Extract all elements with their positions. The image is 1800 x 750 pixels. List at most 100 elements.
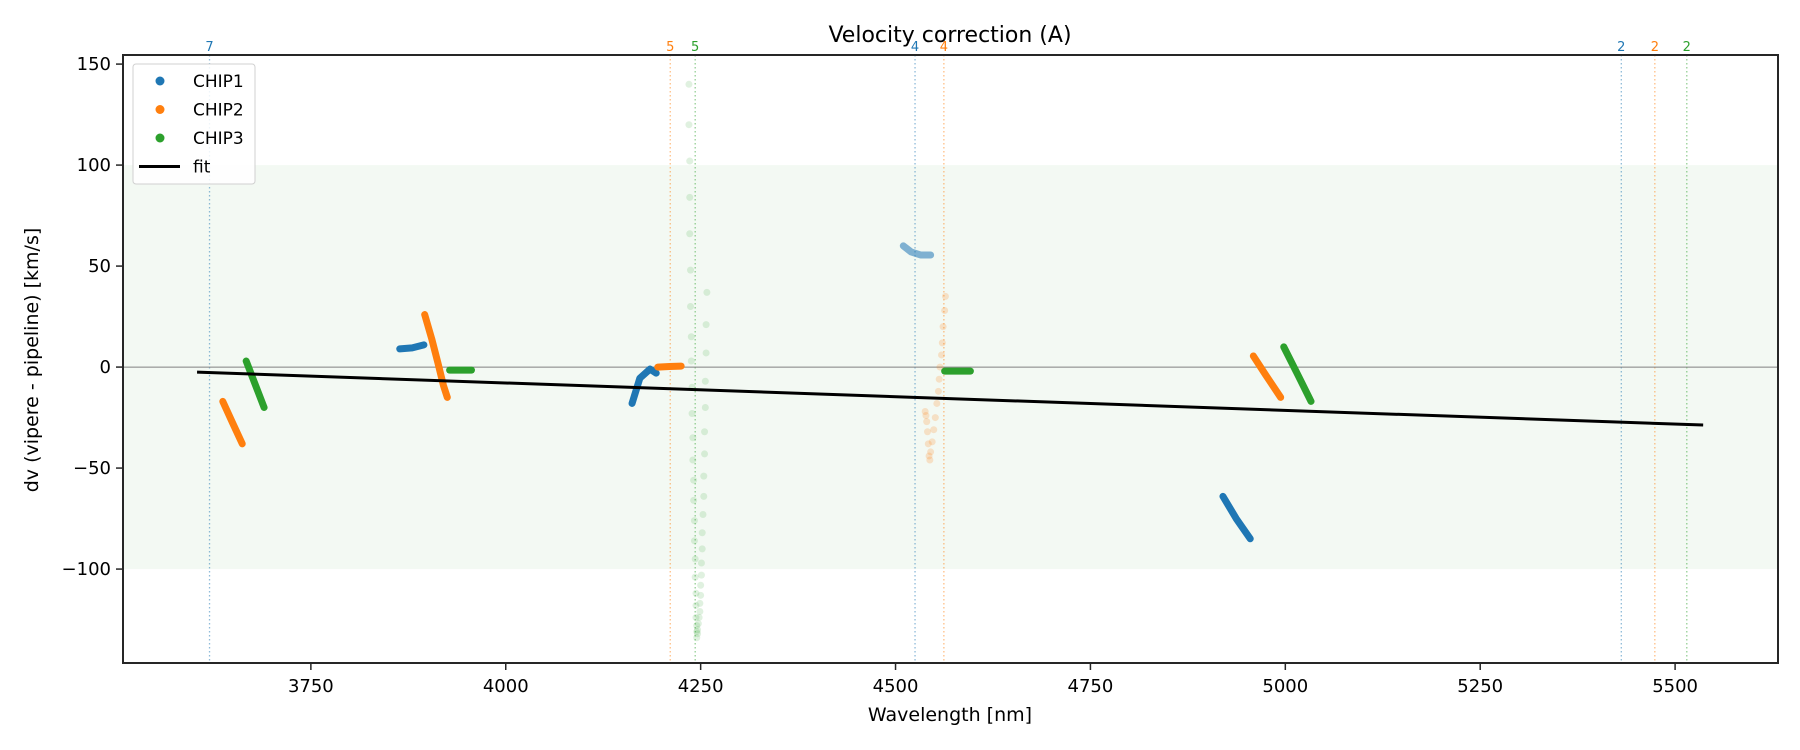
data-point-chip3 (693, 634, 701, 642)
data-point-chip3 (687, 333, 695, 341)
data-point-chip3 (686, 193, 694, 201)
data-point-chip2 (924, 428, 932, 436)
data-point-chip2 (928, 438, 936, 446)
x-tick-label: 5500 (1652, 676, 1698, 697)
data-segment-chip1 (899, 242, 935, 259)
data-point-chip3 (687, 302, 695, 310)
data-points (219, 80, 1315, 642)
legend-marker-chip3 (155, 133, 165, 143)
y-axis-label: dv (vipere - pipeline) [km/s] (21, 228, 43, 493)
x-tick-label: 4000 (483, 676, 529, 697)
data-point-chip3 (690, 476, 698, 484)
legend-label: CHIP1 (193, 72, 244, 92)
data-point-chip3 (689, 456, 697, 464)
x-axis-label: Wavelength [nm] (868, 704, 1032, 726)
x-tick-label: 4500 (873, 676, 919, 697)
data-point-chip3 (687, 357, 695, 365)
data-point-chip3 (697, 591, 705, 599)
x-tick-label: 5250 (1457, 676, 1503, 697)
y-tick-label: 150 (77, 54, 111, 75)
data-point-chip3 (691, 573, 699, 581)
data-point-chip3 (702, 321, 710, 329)
order-label: 5 (666, 40, 674, 55)
data-point-chip2 (923, 418, 931, 426)
data-point-chip3 (693, 622, 701, 630)
data-segment-chip1 (628, 365, 660, 407)
data-point-chip2 (941, 307, 949, 315)
data-point-chip3 (694, 626, 702, 634)
data-point-chip3 (691, 555, 699, 563)
data-point-chip3 (697, 571, 705, 579)
plot-area (123, 55, 1778, 663)
data-point-chip3 (700, 472, 708, 480)
x-tick-label: 3750 (288, 676, 334, 697)
legend-label: CHIP2 (193, 101, 244, 121)
data-point-chip2 (922, 412, 930, 420)
data-point-chip3 (686, 157, 694, 165)
data-point-chip3 (690, 496, 698, 504)
order-label: 4 (911, 40, 919, 55)
data-segment-chip2 (1249, 352, 1285, 401)
axes-frame (122, 54, 1779, 664)
data-point-chip2 (934, 387, 942, 395)
fit-line (197, 370, 1704, 427)
legend-label: CHIP3 (193, 129, 244, 149)
order-label: 2 (1617, 40, 1625, 55)
data-point-chip3 (703, 288, 711, 296)
data-segment-chip3 (1280, 343, 1315, 405)
legend: CHIP1 CHIP2 CHIP3 fit (132, 63, 256, 185)
order-label: 7 (205, 40, 213, 55)
data-segment-chip2 (219, 397, 246, 448)
data-point-chip3 (692, 601, 700, 609)
data-point-chip3 (688, 410, 696, 418)
data-point-chip3 (689, 434, 697, 442)
data-point-chip3 (694, 630, 702, 638)
x-axis-ticks: 3750 4000 4250 4500 4750 5000 5250 5500 (288, 663, 1698, 697)
data-point-chip2 (927, 448, 935, 456)
data-point-chip3 (690, 537, 698, 545)
data-point-chip3 (701, 377, 709, 385)
data-point-chip2 (926, 456, 934, 464)
data-point-chip2 (935, 375, 943, 383)
data-point-chip2 (938, 339, 946, 347)
data-point-chip2 (936, 363, 944, 371)
data-point-chip3 (685, 80, 693, 88)
data-point-chip3 (699, 511, 707, 519)
legend-marker-chip2 (155, 105, 165, 114)
data-point-chip3 (685, 121, 693, 129)
legend-label: fit (193, 158, 211, 178)
data-point-chip3 (701, 428, 709, 436)
data-point-chip2 (931, 414, 939, 422)
data-point-chip2 (925, 452, 933, 460)
data-point-chip3 (701, 403, 709, 411)
data-point-chip3 (686, 230, 694, 238)
data-point-chip3 (695, 614, 703, 622)
x-tick-label: 5000 (1262, 676, 1308, 697)
data-point-chip3 (702, 349, 710, 357)
data-point-chip3 (693, 628, 701, 636)
data-point-chip2 (921, 408, 929, 416)
data-point-chip3 (694, 620, 702, 628)
data-point-chip2 (933, 399, 941, 407)
y-tick-label: 50 (88, 256, 111, 277)
data-point-chip3 (700, 492, 708, 500)
data-point-chip2 (924, 440, 932, 448)
order-label: 5 (691, 40, 699, 55)
data-point-chip3 (698, 545, 706, 553)
data-point-chip2 (938, 351, 946, 359)
y-tick-label: −100 (62, 559, 111, 580)
data-segment-chip3 (242, 357, 268, 411)
data-point-chip2 (941, 292, 949, 300)
data-point-chip3 (698, 529, 706, 537)
chart-title: Velocity correction (A) (828, 23, 1071, 48)
data-point-chip3 (696, 607, 704, 615)
data-point-chip3 (692, 589, 700, 597)
data-point-chip3 (697, 581, 705, 589)
data-point-chip3 (701, 450, 709, 458)
legend-box (132, 63, 256, 185)
y-tick-label: −50 (73, 458, 111, 479)
x-tick-label: 4250 (678, 676, 724, 697)
data-segment-chip2 (421, 311, 451, 401)
order-label: 4 (940, 40, 948, 55)
